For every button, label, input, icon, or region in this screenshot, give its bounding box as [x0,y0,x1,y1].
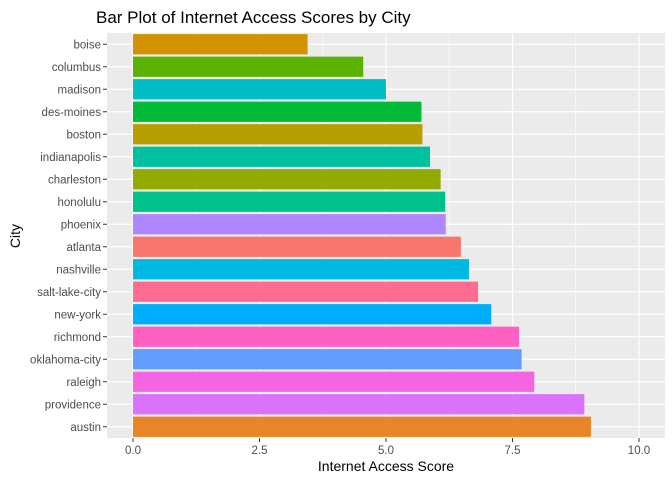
bar-austin [133,416,591,437]
y-tick-label: richmond [54,332,101,344]
y-tick-label: oklahoma-city [30,354,101,366]
y-axis: boise columbus madison des-moines boston indi… [30,39,107,434]
y-tick-label: raleigh [66,377,101,389]
bar-providence [133,394,585,415]
bar-new-york [133,304,492,325]
bar-columbus [133,56,364,77]
bar-des-moines [133,101,422,122]
x-tick-label: 0.0 [125,445,141,457]
y-tick-label: austin [70,422,101,434]
bar-richmond [133,326,520,347]
bar-indianapolis [133,146,431,167]
y-tick-label: honolulu [58,197,101,209]
bar-atlanta [133,236,461,257]
bar-raleigh [133,371,535,392]
bar-boston [133,124,423,145]
y-tick-label: columbus [52,62,101,74]
y-tick-label: boston [66,129,101,141]
y-tick-label: des-moines [42,107,102,119]
y-tick-label: boise [74,39,102,51]
y-tick-label: providence [45,399,101,411]
x-tick-label: 7.5 [505,445,521,457]
bar-madison [133,79,386,100]
bar-boise [133,34,308,55]
x-tick-label: 10.0 [628,445,650,457]
bar-honolulu [133,191,446,212]
bar-phoenix [133,214,446,235]
bar-oklahoma-city [133,349,522,370]
y-tick-label: charleston [48,174,101,186]
y-tick-label: new-york [54,309,101,321]
bars [133,34,591,437]
x-tick-label: 5.0 [378,445,394,457]
x-axis-title: Internet Access Score [318,458,454,474]
y-tick-label: phoenix [61,219,102,231]
x-tick-label: 2.5 [252,445,268,457]
y-tick-label: indianapolis [40,152,101,164]
y-tick-label: atlanta [66,242,101,254]
chart-title: Bar Plot of Internet Access Scores by Ci… [96,8,411,27]
bar-charleston [133,169,441,190]
y-tick-label: salt-lake-city [37,287,101,299]
bar-salt-lake-city [133,281,479,302]
y-axis-title: City [7,224,23,248]
y-tick-label: nashville [56,264,101,276]
bar-nashville [133,259,469,280]
y-tick-label: madison [58,84,101,96]
x-axis: 0.0 2.5 5.0 7.5 10.0 [125,438,650,457]
